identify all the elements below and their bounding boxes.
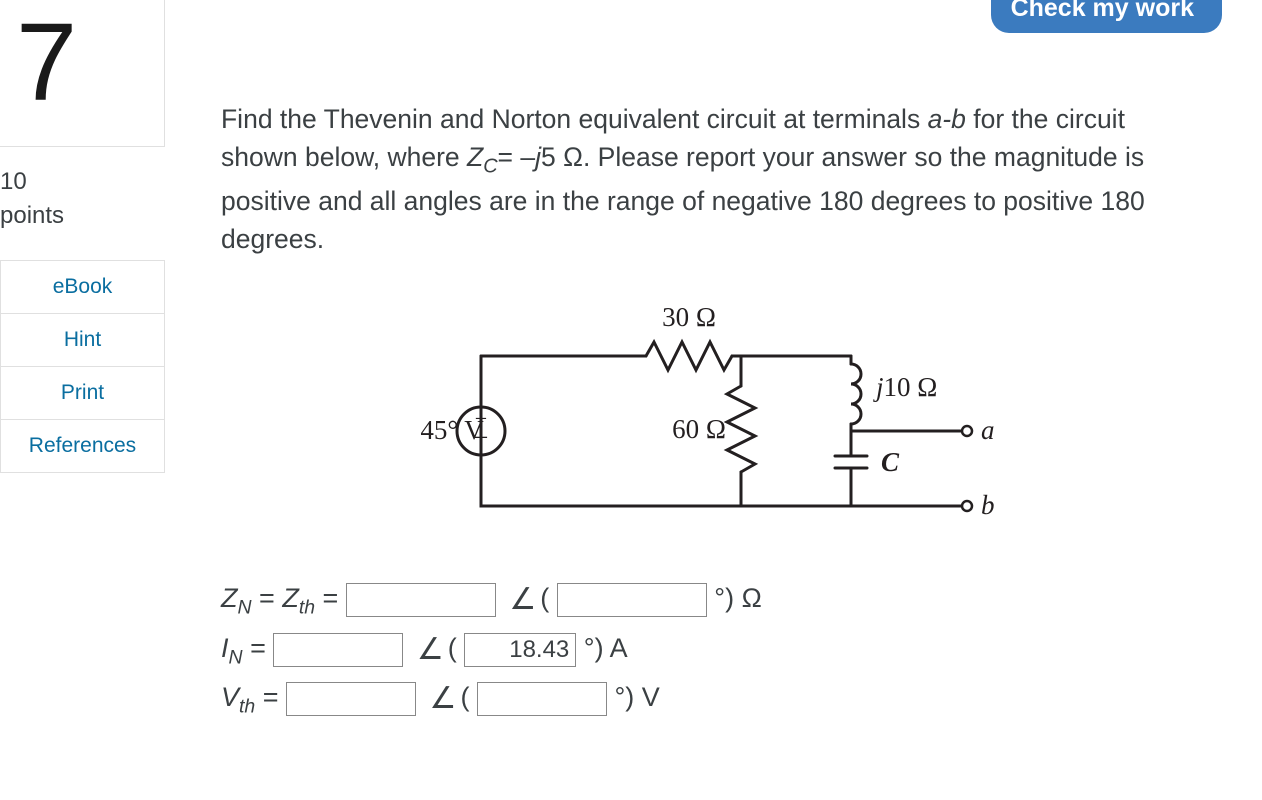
label-term-b: b [981, 490, 995, 520]
question-number: 7 [16, 8, 148, 118]
row-in: IN = ∠( °) A [221, 625, 1238, 673]
eq2: = [315, 583, 346, 613]
unit-vth: V [642, 682, 660, 712]
unit-in: A [610, 633, 628, 663]
q-text-1: Find the Thevenin and Norton equivalent … [221, 104, 928, 134]
angle-icon-3: ∠ [430, 676, 457, 723]
unit-zn: Ω [742, 583, 762, 613]
label-source: 120∠45°V [421, 413, 484, 446]
q-zc-eq: = – [498, 142, 536, 172]
sidebar-link-print[interactable]: Print [0, 366, 165, 419]
label-inductor: j10 Ω [873, 372, 937, 402]
q-zc-var: Z [467, 142, 483, 172]
input-zn-mag[interactable] [346, 583, 496, 617]
sidebar-link-hint[interactable]: Hint [0, 313, 165, 366]
zn-var2: Z [282, 583, 299, 613]
q-zc-val: 5 Ω [541, 142, 583, 172]
circuit-diagram: + − 30 Ω 60 Ω 120∠45°V j10 Ω C a b [421, 286, 1238, 551]
sidebar-link-references[interactable]: References [0, 419, 165, 473]
sidebar: 7 10 points eBook Hint Print References [0, 0, 165, 800]
angle-icon-2: ∠ [417, 627, 444, 674]
label-cap: C [881, 447, 900, 477]
in-var: I [221, 633, 229, 663]
label-r-mid: 60 Ω [672, 414, 726, 444]
zn-sub1: N [238, 597, 252, 619]
main-content: Check my work Find the Thevenin and Nort… [165, 0, 1262, 800]
question-number-box: 7 [0, 0, 165, 147]
points-value: 10 [0, 165, 165, 199]
sidebar-links: eBook Hint Print References [0, 260, 165, 473]
paren-close-3: °) [614, 682, 634, 712]
paren-close-2: °) [584, 633, 604, 663]
paren-open-3: ( [460, 682, 469, 712]
eq1: = [252, 583, 283, 613]
label-term-a: a [981, 415, 995, 445]
row-vth: Vth = ∠( °) V [221, 674, 1238, 722]
points-label: points [0, 199, 165, 233]
row-zn: ZN = Zth = ∠( °) Ω [221, 575, 1238, 623]
input-zn-ang[interactable] [557, 583, 707, 617]
q-zc-sub: C [483, 156, 497, 178]
label-r-top: 30 Ω [662, 302, 716, 332]
vth-sub: th [239, 696, 255, 718]
paren-open-1: ( [540, 583, 549, 613]
vth-var: V [221, 682, 239, 712]
points-block: 10 points [0, 147, 165, 260]
q-terminals: a-b [928, 104, 966, 134]
input-in-ang[interactable] [464, 633, 576, 667]
question-text: Find the Thevenin and Norton equivalent … [221, 100, 1201, 258]
zn-sub2: th [299, 597, 315, 619]
paren-close-1: °) [714, 583, 734, 613]
angle-icon: ∠ [509, 577, 536, 624]
input-in-mag[interactable] [273, 633, 403, 667]
paren-open-2: ( [448, 633, 457, 663]
input-vth-mag[interactable] [286, 682, 416, 716]
in-sub: N [229, 646, 243, 668]
check-my-work-button[interactable]: Check my work [991, 0, 1222, 33]
sidebar-link-ebook[interactable]: eBook [0, 260, 165, 313]
eq4: = [255, 682, 286, 712]
zn-var1: Z [221, 583, 238, 613]
answer-block: ZN = Zth = ∠( °) Ω IN = ∠( °) A Vth = ∠( [221, 575, 1238, 722]
input-vth-ang[interactable] [477, 682, 607, 716]
eq3: = [243, 633, 274, 663]
